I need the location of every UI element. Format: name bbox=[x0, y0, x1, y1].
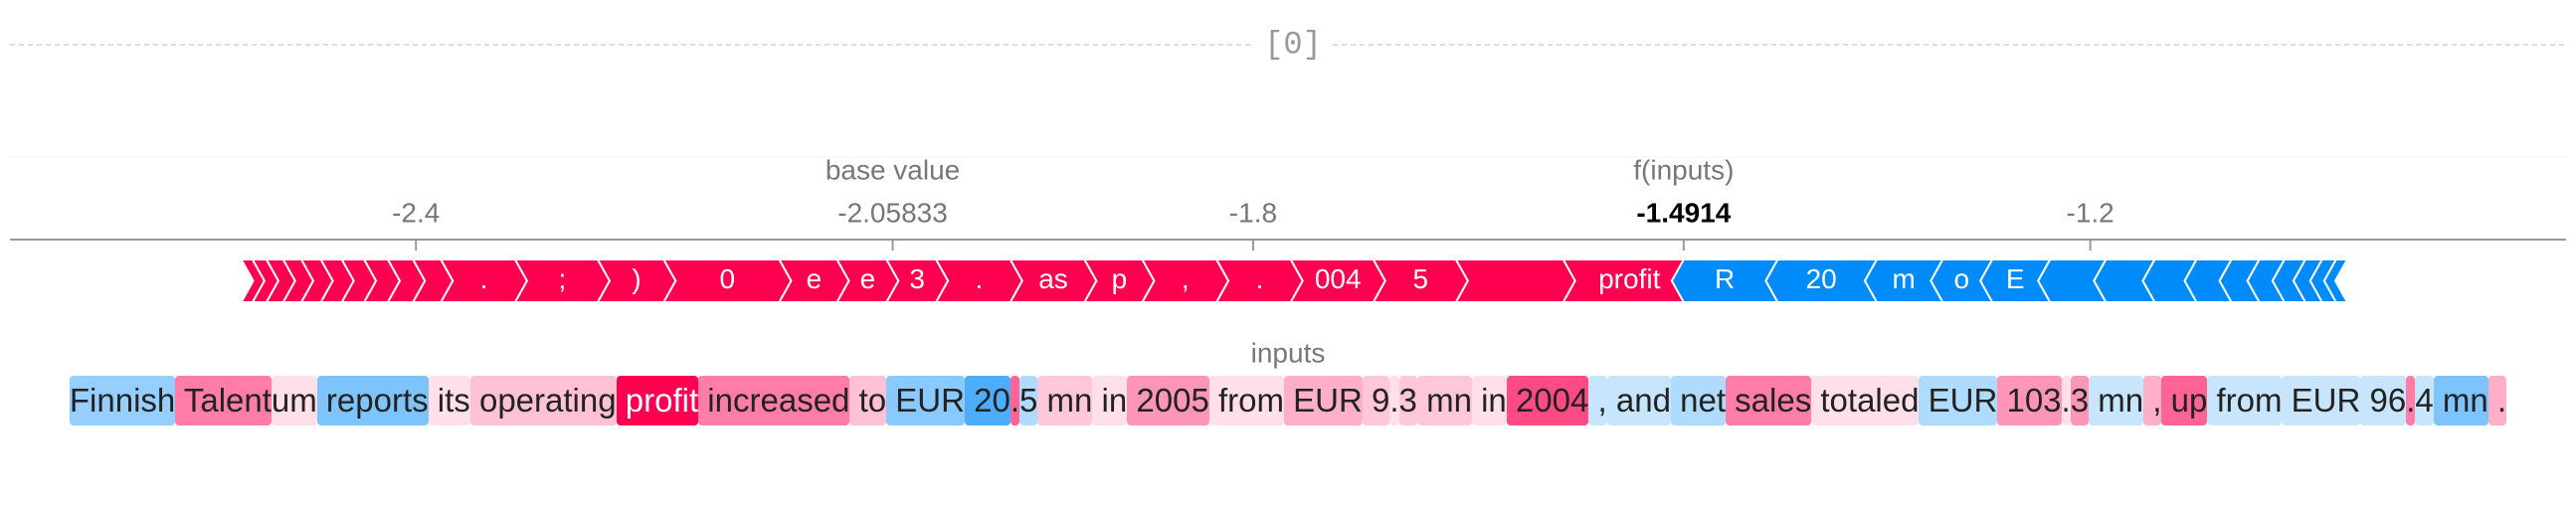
x-tick-label: -1.2 bbox=[2067, 197, 2115, 228]
token: in bbox=[1471, 376, 1507, 425]
token: mn bbox=[1037, 376, 1093, 425]
segment-label: o bbox=[1953, 263, 1969, 294]
x-tick-label: -1.8 bbox=[1229, 197, 1277, 228]
token: um bbox=[271, 376, 317, 425]
positive-segment bbox=[1454, 258, 1576, 303]
base_value-value: -2.05833 bbox=[837, 197, 948, 228]
token: 9 bbox=[1362, 376, 1390, 425]
segment-label: R bbox=[1715, 263, 1735, 294]
token: profit bbox=[616, 376, 699, 425]
token: EUR bbox=[1919, 376, 1998, 425]
token-text: Finnish Talent um reports its operating p… bbox=[15, 376, 2561, 425]
segment-label: 0 bbox=[720, 263, 736, 294]
token: EUR bbox=[886, 376, 965, 425]
token: mn bbox=[2089, 376, 2144, 425]
segment-label: . bbox=[975, 263, 983, 294]
token: Talent bbox=[175, 376, 272, 425]
segment-label: e bbox=[860, 263, 876, 294]
inputs-title: inputs bbox=[1251, 337, 1326, 368]
segment-label: ) bbox=[632, 263, 641, 294]
token: . bbox=[2487, 376, 2507, 425]
negative-segment bbox=[2322, 258, 2349, 303]
segment-label: . bbox=[1255, 263, 1263, 294]
token: 2004 bbox=[1506, 376, 1589, 425]
segment-label: profit bbox=[1598, 263, 1660, 294]
segment-label: 004 bbox=[1315, 263, 1362, 294]
token: in bbox=[1092, 376, 1128, 425]
token: . bbox=[1010, 376, 1019, 425]
token: . bbox=[1389, 376, 1399, 425]
token: 103 bbox=[1997, 376, 2062, 425]
token: 3 bbox=[1398, 376, 1417, 425]
token: sales bbox=[1726, 376, 1812, 425]
token: 4 bbox=[2415, 376, 2434, 425]
token: net bbox=[1670, 376, 1726, 425]
segment-label: m bbox=[1893, 263, 1916, 294]
base_value-label: base value bbox=[826, 154, 960, 185]
token: and bbox=[1606, 376, 1671, 425]
segment-label: 3 bbox=[909, 263, 925, 294]
segment-label: 20 bbox=[1806, 263, 1837, 294]
token: to bbox=[849, 376, 887, 425]
token: its bbox=[428, 376, 470, 425]
segment-label: ; bbox=[558, 263, 566, 294]
x-tick-label: -2.4 bbox=[392, 197, 440, 228]
output-index: [0] bbox=[1264, 26, 1322, 63]
token: Finnish bbox=[69, 376, 176, 425]
segment-label: p bbox=[1112, 263, 1128, 294]
output-value: -1.4914 bbox=[1636, 197, 1731, 228]
token: 2005 bbox=[1127, 376, 1209, 425]
token: from bbox=[1208, 376, 1284, 425]
token: reports bbox=[316, 376, 429, 425]
segment-label: , bbox=[1182, 263, 1190, 294]
token: from bbox=[2207, 376, 2283, 425]
token: , bbox=[2143, 376, 2162, 425]
token: . bbox=[2406, 376, 2416, 425]
segment-label: 5 bbox=[1412, 263, 1428, 294]
token: operating bbox=[469, 376, 617, 425]
segment-label: e bbox=[807, 263, 823, 294]
segment-label: E bbox=[2006, 263, 2025, 294]
token: , bbox=[1588, 376, 1607, 425]
positive-segment bbox=[239, 258, 266, 303]
token: mn bbox=[2433, 376, 2488, 425]
token: up bbox=[2161, 376, 2208, 425]
segment-label: . bbox=[480, 263, 488, 294]
token: EUR bbox=[1284, 376, 1363, 425]
token: 3 bbox=[2070, 376, 2090, 425]
token: increased bbox=[698, 376, 850, 425]
token: totaled bbox=[1811, 376, 1920, 425]
segment-label: as bbox=[1038, 263, 1068, 294]
token: 20 bbox=[964, 376, 1011, 425]
token: mn bbox=[1416, 376, 1472, 425]
token: 96 bbox=[2360, 376, 2407, 425]
token: 5 bbox=[1019, 376, 1038, 425]
output-label: f(inputs) bbox=[1633, 154, 1734, 185]
token: . bbox=[2061, 376, 2071, 425]
token: EUR bbox=[2282, 376, 2361, 425]
